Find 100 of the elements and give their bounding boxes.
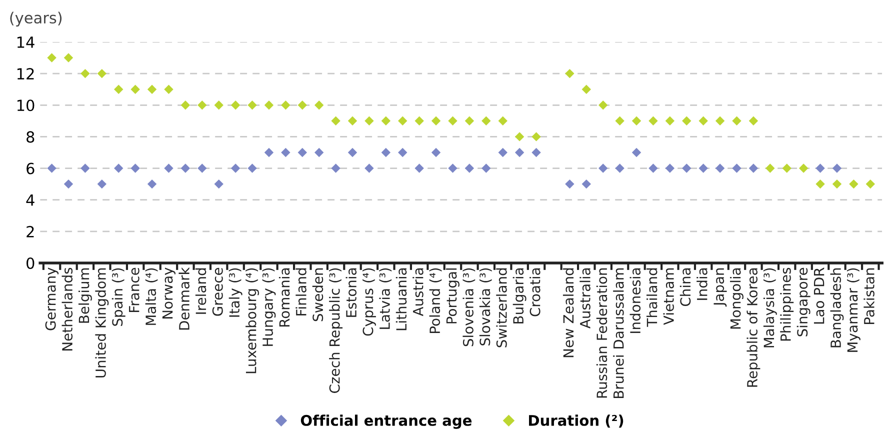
point <box>582 84 591 94</box>
point <box>147 179 157 189</box>
x-tick-label: Indonesia <box>630 268 641 333</box>
x-tick-label: Bulgaria <box>512 268 526 324</box>
x-tick-label: Russian Federation <box>596 268 608 398</box>
x-tick-label: Croatia <box>530 268 540 316</box>
point <box>748 164 758 173</box>
point <box>748 116 758 126</box>
x-tick-label: New Zealand <box>562 268 574 358</box>
point <box>214 179 224 189</box>
point <box>482 116 491 126</box>
x-tick-label: Vietnam <box>663 268 674 325</box>
x-tick-label: Republic of Korea <box>746 268 760 387</box>
point <box>348 148 358 158</box>
point <box>514 148 524 158</box>
point <box>464 116 474 126</box>
x-tick-label: Philippines <box>780 268 794 341</box>
x-tick-label: Ireland <box>195 268 206 314</box>
point <box>398 148 408 158</box>
x-tick-label: Brunei Darussalam <box>613 268 624 398</box>
y-axis-title: (years) <box>10 12 62 27</box>
point <box>665 164 675 173</box>
point <box>482 164 491 173</box>
x-tick-label: Estonia <box>346 268 357 317</box>
point <box>47 164 56 173</box>
x-tick-label: Slovenia (³) <box>462 268 476 346</box>
point <box>498 148 508 158</box>
point <box>364 116 374 126</box>
x-tick-label: Denmark <box>178 267 190 330</box>
point <box>364 164 374 173</box>
point <box>464 164 474 173</box>
point <box>230 164 240 173</box>
point <box>414 164 424 173</box>
point <box>648 116 658 126</box>
x-tick-label: Portugal <box>446 268 460 324</box>
y-tick-label: 12 <box>17 68 34 80</box>
point <box>281 100 290 110</box>
point <box>849 179 858 189</box>
point <box>180 100 190 110</box>
x-tick-label: France <box>129 268 140 312</box>
legend-label: Duration (²) <box>529 414 624 428</box>
point <box>732 116 742 126</box>
x-tick-label: Pakistan <box>864 268 874 324</box>
point <box>448 164 458 173</box>
x-tick-label: Malta (⁴) <box>145 268 158 325</box>
point <box>64 53 74 62</box>
point <box>698 116 708 126</box>
point <box>498 116 508 126</box>
x-tick-label: United Kingdom <box>95 268 109 378</box>
point <box>97 179 107 189</box>
point <box>816 179 825 189</box>
point <box>431 148 441 158</box>
point <box>314 148 324 158</box>
point <box>80 164 90 173</box>
point <box>230 100 240 110</box>
point <box>582 179 591 189</box>
point <box>832 179 842 189</box>
x-tick-label: Netherlands <box>62 268 73 350</box>
x-tick-label: Czech Republic (³) <box>329 268 343 393</box>
x-tick-label: Lithuania <box>396 268 407 330</box>
x-tick-label: Latvia (³) <box>379 268 392 329</box>
point <box>648 164 658 173</box>
x-tick-label: Hungary (³) <box>262 268 276 346</box>
point <box>698 164 708 173</box>
point <box>198 100 207 110</box>
point <box>147 84 157 94</box>
x-tick-label: Myanmar (³) <box>846 268 860 352</box>
point <box>264 148 274 158</box>
x-tick-label: Japan <box>714 268 727 307</box>
point <box>448 116 458 126</box>
point <box>615 164 624 173</box>
x-tick-label: Malaysia (³) <box>763 268 777 348</box>
x-tick-label: Switzerland <box>496 268 507 348</box>
x-tick-label: Austria <box>412 268 424 316</box>
x-tick-label: Australia <box>580 268 590 328</box>
y-tick-label: 4 <box>26 194 34 206</box>
x-tick-label: Lao PDR <box>814 268 824 324</box>
point <box>281 148 290 158</box>
x-tick-label: Greece <box>212 268 223 316</box>
point <box>715 164 725 173</box>
point <box>532 148 541 158</box>
point <box>314 100 324 110</box>
x-tick-label: Cyprus (⁴) <box>362 268 376 336</box>
point <box>164 164 174 173</box>
point <box>682 164 692 173</box>
point <box>198 164 207 173</box>
point <box>398 116 408 126</box>
x-tick-label: India <box>696 268 708 300</box>
point <box>298 148 307 158</box>
x-tick-label: Belgium <box>78 268 92 323</box>
x-tick-label: Sweden <box>312 268 324 322</box>
point <box>130 84 140 94</box>
legend-label: Official entrance age <box>300 414 472 429</box>
point <box>348 116 358 126</box>
point <box>80 68 90 78</box>
point <box>532 132 541 142</box>
y-tick-label: 10 <box>17 100 34 112</box>
point <box>331 164 340 173</box>
point <box>715 116 725 126</box>
point <box>414 116 424 126</box>
